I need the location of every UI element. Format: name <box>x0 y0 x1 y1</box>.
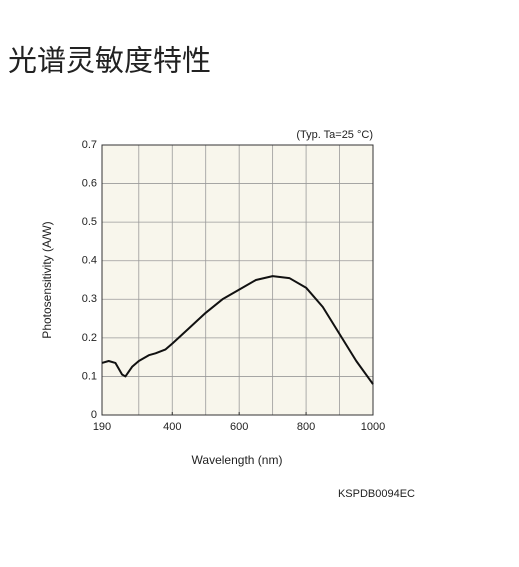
figure-code: KSPDB0094EC <box>338 488 415 500</box>
annotation: (Typ. Ta=25 °C) <box>296 129 373 141</box>
y-tick-label: 0.4 <box>82 255 97 267</box>
data-line <box>101 275 374 385</box>
plot-frame <box>101 144 374 416</box>
x-tick-label: 400 <box>163 421 181 433</box>
x-axis-label: Wavelength (nm) <box>192 453 283 467</box>
y-tick-label: 0.6 <box>82 177 97 189</box>
y-tick-label: 0.3 <box>82 293 97 305</box>
y-tick-label: 0.5 <box>82 216 97 228</box>
x-tick-label: 190 <box>93 421 111 433</box>
y-tick-label: 0 <box>91 409 97 421</box>
page-title: 光谱灵敏度特性 <box>8 45 211 78</box>
x-tick-label: 600 <box>230 421 248 433</box>
x-tick-label: 1000 <box>361 421 385 433</box>
y-tick-label: 0.1 <box>82 370 97 382</box>
y-tick-label: 0.2 <box>82 332 97 344</box>
y-axis-label: Photosensitivity (A/W) <box>40 221 54 338</box>
plot-background <box>102 145 373 415</box>
y-tick-label: 0.7 <box>82 139 97 151</box>
x-tick-label: 800 <box>297 421 315 433</box>
